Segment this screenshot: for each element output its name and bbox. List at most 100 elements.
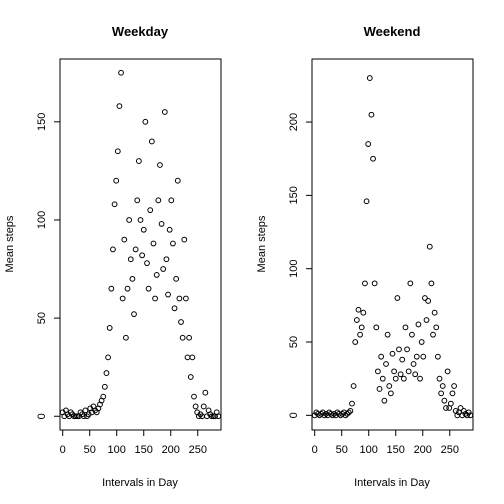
weekend-data-point [358, 324, 365, 331]
weekend-data-point [379, 375, 386, 382]
weekday-data-point [119, 295, 126, 302]
weekend-data-point [376, 386, 383, 392]
weekday-y-axis: 0 50 100 150 [36, 113, 60, 419]
weekend-data-point [415, 321, 422, 328]
weekend-data-point [383, 361, 389, 367]
weekday-data-point [126, 217, 133, 223]
weekday-data-point [145, 285, 152, 292]
weekend-data-point [418, 339, 425, 345]
weekday-data-point [113, 177, 120, 184]
weekend-y-tick-label: 50 [288, 336, 300, 348]
weekend-data-point [347, 408, 354, 414]
weekend-x-tick-label: 50 [336, 444, 348, 456]
weekend-data-point [441, 397, 448, 404]
weekend-data-point [344, 410, 351, 417]
weekday-data-point [178, 319, 184, 325]
weekday-panel: Weekday 0 50 100 150 200 250 0 50 100 150 Interv… [4, 24, 222, 489]
weekday-data-point [137, 217, 144, 223]
weekday-data-point [110, 246, 116, 253]
weekend-data-point [373, 324, 380, 331]
weekday-plot-frame [59, 58, 222, 431]
weekend-data-point [350, 383, 357, 389]
weekend-data-point [360, 309, 367, 316]
weekday-points [59, 69, 222, 420]
weekday-data-point [161, 109, 168, 115]
weekend-data-point [384, 331, 391, 338]
weekend-data-point [407, 280, 414, 287]
weekday-data-point [163, 256, 170, 263]
weekend-data-point [420, 353, 427, 360]
weekend-x-tick-label: 0 [312, 444, 318, 456]
weekday-data-point [192, 403, 199, 410]
weekend-y-tick-label: 100 [288, 260, 300, 278]
weekday-data-point [103, 370, 110, 376]
weekday-data-point [174, 177, 181, 184]
weekend-data-point [396, 346, 402, 353]
weekend-data-point [430, 331, 436, 338]
weekday-data-point [134, 197, 141, 204]
weekday-data-point [132, 246, 139, 253]
weekend-data-point [345, 409, 352, 416]
weekday-data-point [215, 413, 222, 420]
weekday-y-tick-label: 150 [36, 113, 48, 131]
weekday-x-tick-label: 50 [84, 444, 96, 456]
weekday-data-point [168, 197, 175, 204]
weekday-y-tick-label: 100 [36, 211, 48, 229]
weekend-data-point [413, 353, 420, 360]
weekday-data-point [111, 201, 118, 208]
weekday-x-tick-label: 0 [60, 444, 66, 456]
weekday-data-point [187, 374, 194, 380]
weekday-data-point [191, 393, 197, 400]
weekday-data-point [150, 240, 157, 247]
weekday-title: Weekday [112, 24, 169, 39]
weekend-data-point [370, 155, 376, 162]
weekend-data-point [368, 111, 375, 118]
weekday-data-point [157, 162, 163, 168]
weekend-data-point [422, 295, 428, 301]
weekend-title: Weekend [364, 24, 421, 39]
weekend-data-point [431, 309, 438, 316]
weekend-data-point [387, 390, 394, 397]
weekday-data-point [170, 240, 176, 247]
weekend-data-point [410, 361, 417, 367]
weekend-data-point [467, 412, 474, 419]
weekend-data-point [451, 383, 457, 389]
weekend-x-axis: 0 50 100 150 200 250 [312, 430, 459, 456]
weekend-data-point [433, 324, 440, 331]
weekend-data-point [362, 280, 368, 287]
weekend-data-point [409, 331, 415, 338]
weekday-data-point [131, 311, 137, 318]
weekend-y-axis: 0 50 100 150 200 [288, 113, 312, 418]
weekday-data-point [129, 275, 136, 282]
weekday-y-tick-label: 50 [36, 312, 48, 324]
weekday-data-point [139, 252, 146, 259]
weekday-data-point [182, 295, 189, 302]
weekday-data-point [101, 383, 108, 390]
weekend-data-point [465, 409, 472, 416]
weekend-data-point [443, 405, 449, 411]
weekday-data-point [147, 207, 154, 214]
weekday-data-point [160, 266, 167, 272]
weekday-data-point [189, 354, 196, 361]
weekend-y-tick-label: 150 [288, 186, 300, 204]
weekend-data-point [363, 198, 370, 205]
weekday-y-tick-label: 0 [36, 413, 48, 419]
weekend-points [311, 75, 474, 419]
weekend-panel: Weekend 0 50 100 150 200 250 0 50 100 150 200 Int… [256, 24, 474, 489]
weekday-data-point [176, 295, 183, 302]
weekend-data-point [352, 339, 359, 345]
weekend-data-point [365, 141, 372, 147]
weekend-data-point [375, 368, 381, 375]
weekday-data-point [124, 285, 131, 292]
weekday-data-point [121, 236, 128, 243]
weekend-data-point [392, 375, 399, 382]
weekend-data-point [449, 390, 456, 397]
weekday-x-tick-label: 150 [135, 444, 153, 456]
weekday-data-point [123, 334, 129, 341]
weekday-data-point [82, 407, 89, 414]
weekend-data-point [329, 412, 336, 419]
weekday-data-point [118, 69, 124, 76]
weekend-data-point [319, 409, 326, 416]
weekend-data-point [400, 375, 407, 382]
